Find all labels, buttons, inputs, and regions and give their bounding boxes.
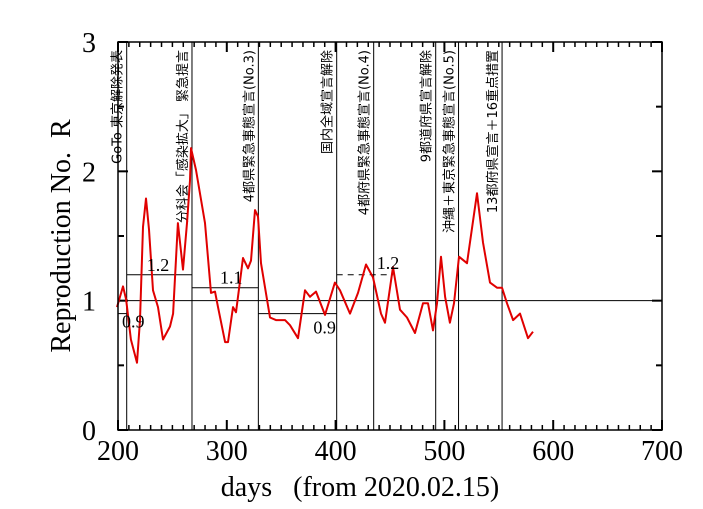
level-label: 1.2 [377,253,400,273]
x-tick-label: 300 [206,436,248,467]
event-label: 国内全域宣言解除 [320,50,336,154]
x-tick-label: 600 [532,436,574,467]
x-tick-label: 500 [423,436,465,467]
level-label: 1.1 [220,268,243,288]
event-label: 4都県緊急事態宣言(No.3) [241,50,257,202]
y-tick-label: 3 [82,28,96,59]
event-label: 9都道府県宣言解除 [419,50,435,162]
event-label: 沖縄＋東京緊急事態宣言(No.5) [442,50,458,233]
series-line-r [116,147,534,364]
y-axis-label: Reproduction No. R [46,119,77,353]
x-axis-label: days (from 2020.02.15) [221,472,499,503]
y-tick-label: 1 [82,287,96,318]
event-label: 4都府県緊急事態宣言(No.4) [357,50,373,215]
plot-frame [117,41,663,431]
y-tick-label: 0 [82,416,96,447]
x-tick-label: 200 [97,436,139,467]
level-label: 0.9 [122,312,145,332]
x-tick-label: 400 [315,436,357,467]
level-label: 0.9 [313,318,336,338]
y-tick-label: 2 [82,157,96,188]
event-label: 13都府県宣言＋16重点措置 [485,50,501,213]
x-tick-label: 700 [641,436,683,467]
event-label: 分科会「感染拡大」 緊急提言 [175,50,191,223]
level-label: 1.2 [147,255,170,275]
